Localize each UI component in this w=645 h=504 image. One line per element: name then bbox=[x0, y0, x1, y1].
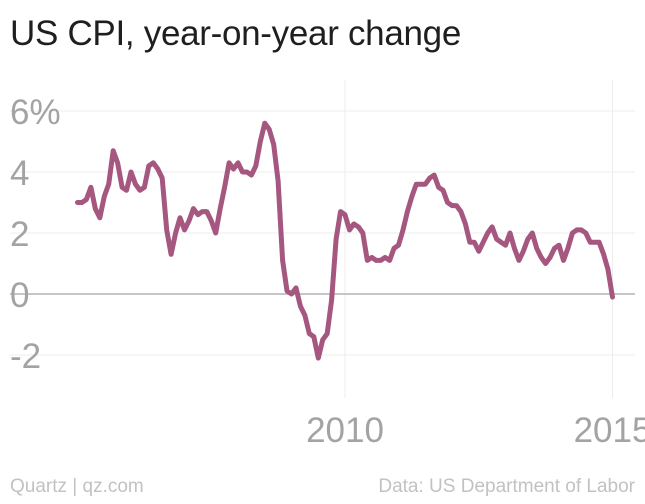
source-credit: Quartz | qz.com bbox=[10, 476, 144, 497]
y-tick-label: 2 bbox=[10, 215, 29, 254]
y-tick-label: -2 bbox=[10, 337, 41, 376]
chart-title: US CPI, year-on-year change bbox=[10, 14, 462, 53]
x-tick-label: 2015 bbox=[574, 411, 645, 450]
y-tick-label: 6% bbox=[10, 93, 61, 132]
y-tick-label: 4 bbox=[10, 154, 29, 193]
x-tick-label: 2010 bbox=[306, 411, 384, 450]
data-source: Data: US Department of Labor bbox=[378, 476, 635, 497]
line-chart: -2 0 2 4 6% 2010 2015 bbox=[10, 80, 645, 450]
y-tick-label: 0 bbox=[10, 276, 29, 315]
cpi-series-line bbox=[75, 120, 615, 361]
